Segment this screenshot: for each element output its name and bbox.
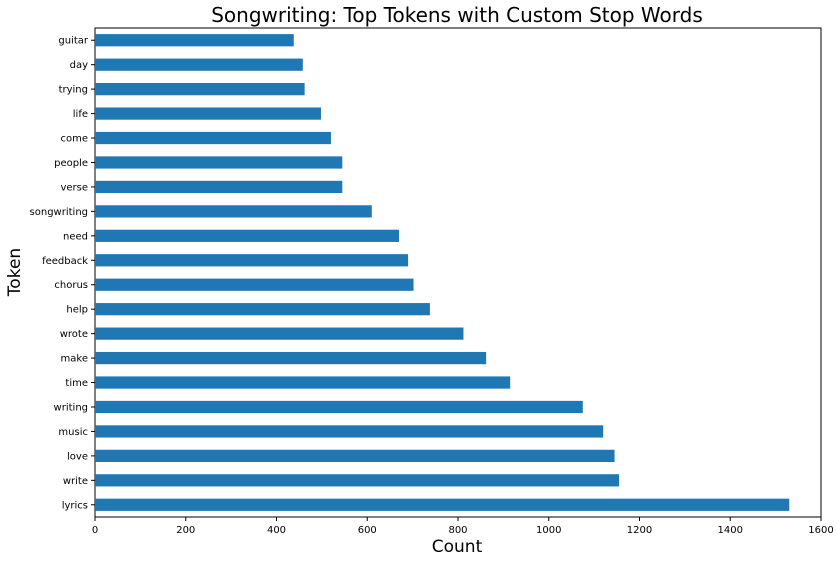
bar-life bbox=[95, 107, 321, 120]
x-tick-label-400: 400 bbox=[267, 525, 286, 536]
bar-writing bbox=[95, 400, 583, 414]
bar-make bbox=[95, 351, 487, 365]
y-tick-label-wrote: wrote bbox=[60, 329, 88, 340]
bar-wrote bbox=[95, 327, 464, 340]
y-tick-label-time: time bbox=[65, 378, 88, 389]
y-axis: lyrics write love music writing time make wrote… bbox=[30, 36, 95, 511]
y-tick-label-need: need bbox=[63, 231, 88, 242]
y-tick-label-come: come bbox=[60, 134, 88, 145]
y-axis-label: Token bbox=[5, 248, 25, 297]
bar-day bbox=[95, 58, 303, 71]
chart-title: Songwriting: Top Tokens with Custom Stop… bbox=[211, 3, 703, 27]
y-tick-label-make: make bbox=[61, 354, 88, 365]
y-tick-label-life: life bbox=[73, 109, 88, 120]
y-tick-label-help: help bbox=[66, 305, 88, 316]
bar-need bbox=[95, 229, 400, 242]
x-tick-label-200: 200 bbox=[176, 525, 195, 536]
y-tick-label-chorus: chorus bbox=[54, 280, 88, 291]
x-tick-label-0: 0 bbox=[92, 525, 98, 536]
bar-lyrics bbox=[95, 498, 790, 511]
x-tick-label-1200: 1200 bbox=[627, 525, 652, 536]
y-tick-label-writing: writing bbox=[54, 402, 88, 413]
bar-chorus bbox=[95, 278, 414, 291]
y-tick-label-write: write bbox=[63, 476, 88, 487]
y-tick-label-music: music bbox=[58, 427, 88, 438]
x-tick-label-1600: 1600 bbox=[808, 525, 833, 536]
bar-feedback bbox=[95, 254, 409, 267]
x-axis-label: Count bbox=[432, 537, 483, 557]
y-tick-label-trying: trying bbox=[59, 85, 88, 96]
bar-time bbox=[95, 376, 511, 389]
bar-group bbox=[95, 34, 790, 511]
x-axis: 0 200 400 600 800 1000 1200 1400 1600 bbox=[92, 517, 834, 536]
x-tick-label-1000: 1000 bbox=[536, 525, 561, 536]
x-tick-label-800: 800 bbox=[448, 525, 467, 536]
x-tick-label-600: 600 bbox=[358, 525, 377, 536]
y-tick-label-verse: verse bbox=[60, 182, 88, 193]
bar-help bbox=[95, 303, 430, 316]
bar-verse bbox=[95, 180, 343, 194]
bar-come bbox=[95, 131, 331, 145]
y-tick-label-lyrics: lyrics bbox=[62, 500, 88, 511]
bar-guitar bbox=[95, 34, 294, 47]
y-tick-label-love: love bbox=[67, 451, 88, 462]
bar-trying bbox=[95, 83, 305, 96]
y-tick-label-feedback: feedback bbox=[42, 256, 88, 267]
bar-love bbox=[95, 449, 615, 462]
y-tick-label-songwriting: songwriting bbox=[30, 207, 88, 218]
x-tick-label-1400: 1400 bbox=[718, 525, 743, 536]
bar-music bbox=[95, 425, 604, 438]
bar-songwriting bbox=[95, 205, 372, 218]
y-tick-label-people: people bbox=[54, 158, 88, 169]
plot-frame bbox=[94, 27, 822, 518]
bar-people bbox=[95, 156, 343, 169]
y-tick-label-day: day bbox=[70, 60, 88, 71]
y-tick-label-guitar: guitar bbox=[58, 36, 89, 47]
plot-area bbox=[94, 27, 822, 518]
bar-write bbox=[95, 474, 620, 487]
